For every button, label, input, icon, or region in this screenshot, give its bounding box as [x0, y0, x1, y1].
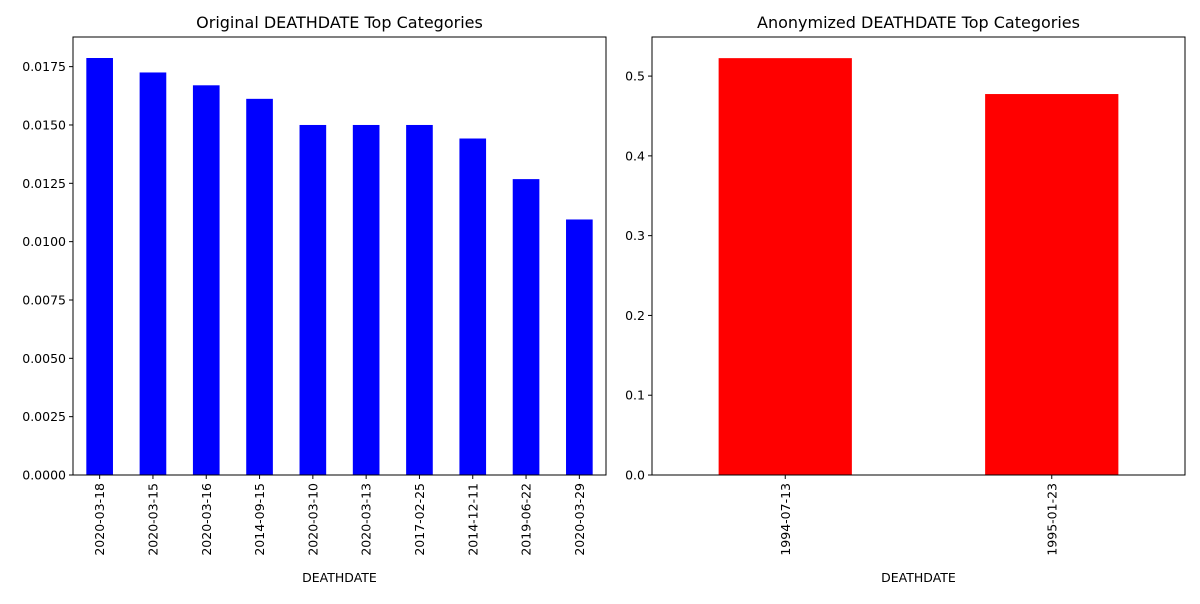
y-tick-label: 0.0025 [22, 409, 66, 424]
bar [352, 124, 380, 475]
x-tick-label: 2017-02-25 [412, 483, 427, 556]
x-tick-label: 2020-03-16 [199, 483, 214, 556]
x-tick-label: 2020-03-15 [145, 483, 160, 556]
y-tick-label: 0.0000 [22, 468, 66, 483]
bar [139, 72, 167, 476]
y-tick-label: 0.0125 [22, 176, 66, 191]
bar [512, 179, 540, 475]
y-tick-label: 0.1 [625, 388, 645, 403]
x-tick-label: 1994-07-13 [778, 483, 793, 556]
y-tick-label: 0.2 [625, 308, 645, 323]
y-tick-label: 0.0050 [22, 351, 66, 366]
x-axis-label: DEATHDATE [302, 570, 377, 585]
bar [246, 98, 273, 475]
bar [406, 124, 433, 475]
x-tick-label: 2020-03-10 [305, 483, 320, 556]
chart-panel-1: Original DEATHDATE Top Categories 0.0000 0… [22, 13, 607, 585]
bar [192, 85, 220, 475]
plot-frame [651, 36, 1186, 476]
x-tick-label: 2020-03-13 [359, 483, 374, 556]
y-tick-label: 0.4 [625, 148, 645, 163]
x-tick-label: 2014-12-11 [465, 483, 480, 556]
y-tick-label: 0.0 [625, 468, 645, 483]
bar [86, 58, 113, 476]
x-tick-label: 2014-09-15 [252, 483, 267, 556]
bar [985, 94, 1119, 476]
y-tick-label: 0.0075 [22, 292, 66, 307]
y-tick-label: 0.0150 [22, 117, 66, 132]
x-axis-label: DEATHDATE [881, 570, 956, 585]
x-tick-label: 1995-01-23 [1044, 483, 1059, 556]
y-tick-label: 0.0175 [22, 59, 66, 74]
y-tick-label: 0.5 [625, 69, 645, 84]
bar [299, 124, 327, 475]
chart-title: Anonymized DEATHDATE Top Categories [757, 13, 1080, 32]
x-tick-label: 2019-06-22 [519, 483, 534, 556]
plot-frame [72, 36, 607, 476]
x-tick-label: 2020-03-18 [92, 483, 107, 556]
bar [566, 219, 593, 475]
chart-panel-2: Anonymized DEATHDATE Top Categories 0.0 0.… [625, 13, 1186, 585]
chart-title: Original DEATHDATE Top Categories [196, 13, 483, 32]
y-tick-label: 0.0100 [22, 234, 66, 249]
y-tick-label: 0.3 [625, 228, 645, 243]
x-tick-label: 2020-03-29 [572, 483, 587, 556]
bar [459, 138, 487, 475]
bar [718, 58, 852, 475]
